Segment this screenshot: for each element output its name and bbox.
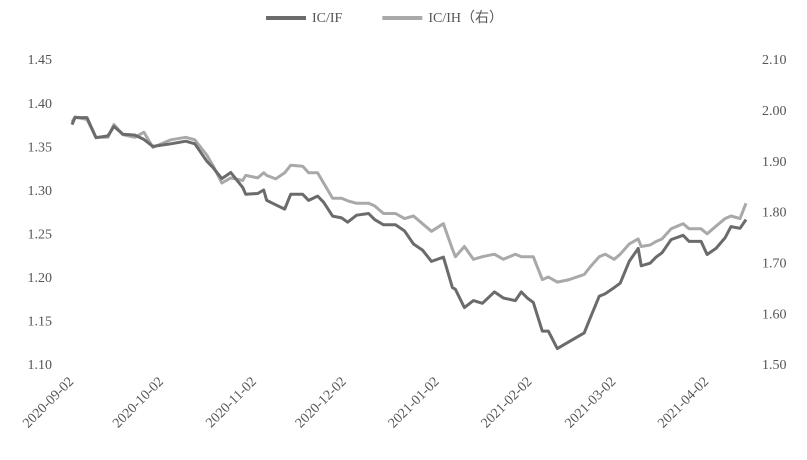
y-tick-label: 1.20 [28,271,53,286]
y-tick-label: 1.35 [28,140,53,155]
x-tick-label: 2021-04-02 [655,374,712,431]
legend-label: IC/IH（右） [428,10,503,26]
y2-tick-label: 2.00 [762,104,787,119]
series-line [70,116,748,351]
y2-tick-label: 1.80 [762,206,787,221]
y-tick-label: 1.40 [28,97,53,112]
x-tick-label: 2021-01-02 [386,374,443,431]
y-tick-label: 1.30 [28,184,53,199]
x-tick-label: 2020-09-02 [20,374,77,431]
x-tick-label: 2020-11-02 [203,374,259,430]
x-tick-label: 2020-10-02 [110,374,167,431]
x-tick-label: 2021-03-02 [562,374,619,431]
y-tick-label: 1.15 [28,315,53,330]
legend-label: IC/IF [312,11,343,26]
y-tick-label: 1.10 [28,358,53,373]
y2-tick-label: 1.90 [762,155,787,170]
y2-tick-label: 1.50 [762,358,787,373]
y-tick-label: 1.45 [28,53,53,68]
y-tick-label: 1.25 [28,228,53,243]
x-tick-label: 2021-02-02 [479,374,536,431]
y2-tick-label: 1.70 [762,257,787,272]
x-tick-label: 2020-12-02 [293,374,350,431]
series-line [70,115,748,284]
y2-tick-label: 2.10 [762,53,787,68]
y2-tick-label: 1.60 [762,307,787,322]
